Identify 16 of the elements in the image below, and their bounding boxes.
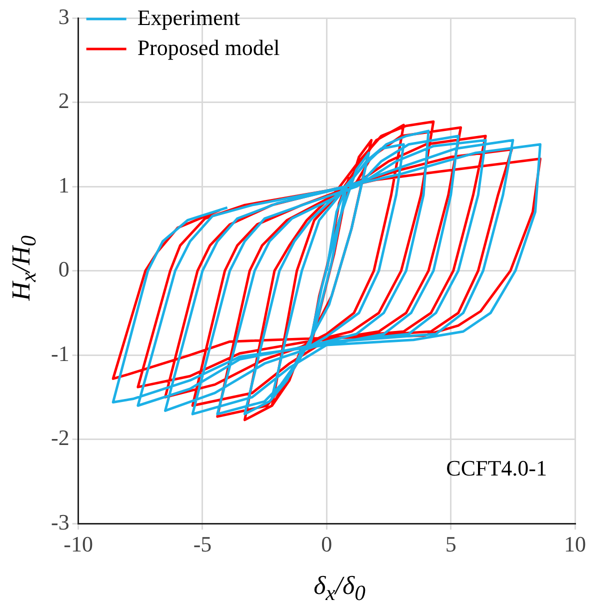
y-tick-label: 3 xyxy=(58,4,70,29)
y-tick-label: -2 xyxy=(51,425,70,450)
x-tick-label: -5 xyxy=(193,532,212,557)
x-axis-title: δ$_{x}$/δ$_{0}$ xyxy=(312,570,366,606)
y-tick-label: 0 xyxy=(58,256,70,282)
x-tick-label: 10 xyxy=(564,532,586,557)
x-tick-label: 0 xyxy=(321,532,332,557)
x-tick-label: 5 xyxy=(445,532,456,557)
x-tick-label: -10 xyxy=(64,532,93,557)
y-tick-label: 1 xyxy=(58,172,70,198)
annotation: CCFT4.0-1 xyxy=(446,456,547,481)
y-tick-label: -1 xyxy=(51,340,70,366)
legend-label: Proposed model xyxy=(137,34,280,60)
y-tick-label: -3 xyxy=(51,509,70,534)
legend-label: Experiment xyxy=(137,4,240,30)
y-tick-label: 2 xyxy=(58,88,70,114)
